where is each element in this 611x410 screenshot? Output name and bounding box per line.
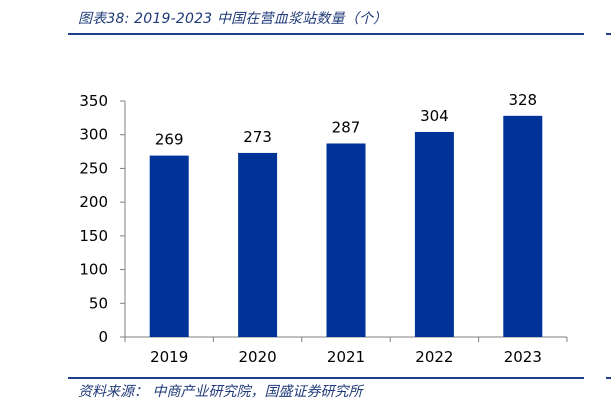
y-tick-label: 250: [79, 159, 108, 177]
source-note: 资料来源： 中商产业研究院，国盛证券研究所: [78, 384, 363, 400]
top-divider-tail: [606, 33, 611, 35]
y-tick-label: 350: [79, 92, 108, 110]
data-label-2020: 273: [243, 128, 272, 146]
bar-2023: [503, 115, 543, 337]
y-tick-label: 150: [79, 227, 108, 245]
x-tick-label: 2023: [504, 348, 542, 366]
y-tick-label: 50: [89, 294, 108, 312]
y-tick-label: 200: [79, 193, 108, 211]
bar-2022: [414, 132, 454, 337]
data-labels: 269 273 287 304 328: [155, 91, 537, 149]
data-label-2021: 287: [332, 118, 361, 136]
data-label-2023: 328: [508, 91, 537, 109]
axes: 0 50 100 150 200 250 300 350 2019 2020 2021 2022 202…: [79, 92, 568, 366]
y-tick-label: 300: [79, 126, 108, 144]
bottom-divider-tail: [606, 377, 611, 379]
x-tick-label: 2021: [327, 348, 365, 366]
bar-2019: [149, 155, 189, 337]
y-tick-label: 100: [79, 261, 108, 279]
bottom-divider: [68, 377, 584, 379]
x-tick-label: 2020: [239, 348, 277, 366]
bar-2020: [238, 152, 278, 337]
bar-2021: [326, 143, 366, 337]
bars: [149, 115, 543, 337]
top-divider: [68, 33, 584, 35]
y-tick-label: 0: [98, 328, 108, 346]
data-label-2019: 269: [155, 131, 184, 149]
x-tick-label: 2022: [415, 348, 453, 366]
x-tick-label: 2019: [150, 348, 188, 366]
figure-title: 图表38: 2019-2023 中国在营血浆站数量（个）: [78, 11, 388, 27]
data-label-2022: 304: [420, 107, 449, 125]
